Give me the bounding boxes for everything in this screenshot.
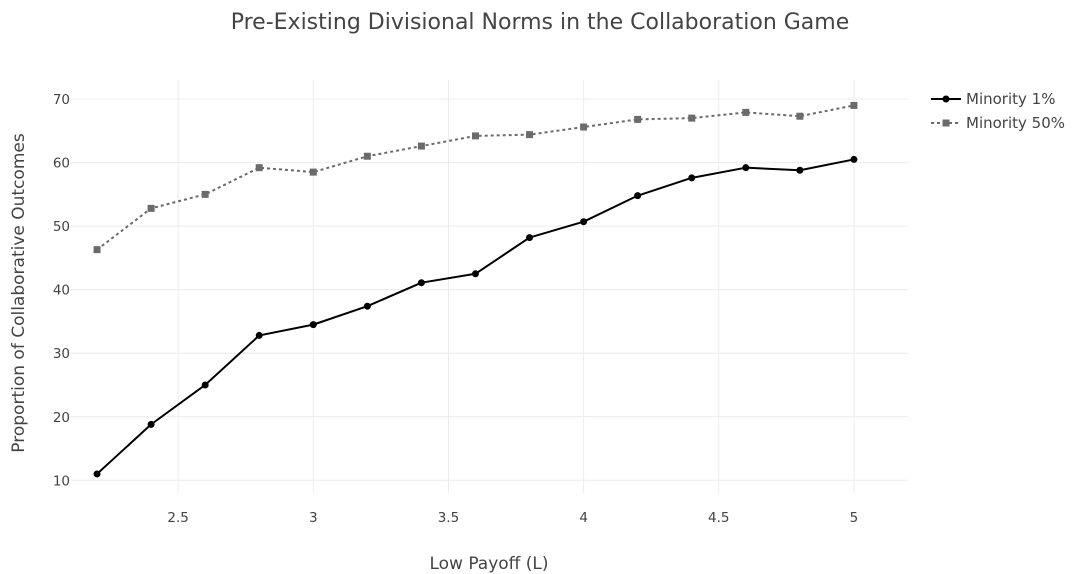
- legend-item-minority-50[interactable]: Minority 50%: [931, 114, 1065, 132]
- y-axis-title: Proportion of Collaborative Outcomes: [9, 133, 29, 453]
- data-point[interactable]: [742, 164, 750, 172]
- data-point[interactable]: [471, 270, 479, 278]
- data-point[interactable]: [309, 168, 317, 176]
- data-point[interactable]: [93, 246, 101, 254]
- series-line: [96, 104, 855, 251]
- data-point[interactable]: [742, 108, 750, 116]
- series-line: [96, 158, 855, 475]
- y-tick-label: 50: [53, 219, 70, 235]
- data-point[interactable]: [526, 131, 534, 139]
- grid: [70, 80, 908, 493]
- data-point[interactable]: [471, 132, 479, 140]
- series-minority-50: [93, 101, 858, 254]
- x-tick-label: 5: [850, 510, 859, 526]
- data-point[interactable]: [93, 470, 101, 478]
- y-tick-label: 70: [53, 92, 70, 108]
- y-tick-label: 20: [53, 410, 70, 426]
- x-tick-label: 4.5: [708, 510, 729, 526]
- y-tick-label: 60: [53, 156, 70, 172]
- data-point[interactable]: [850, 101, 858, 109]
- data-point[interactable]: [688, 114, 696, 122]
- data-point[interactable]: [147, 204, 155, 212]
- data-point[interactable]: [634, 115, 642, 123]
- y-tick-label: 30: [53, 346, 70, 362]
- y-axis-ticks: 10 20 30 40 50 60 70: [53, 92, 70, 489]
- data-point[interactable]: [417, 279, 425, 287]
- data-point[interactable]: [201, 190, 209, 198]
- legend-label: Minority 1%: [966, 90, 1055, 108]
- data-point[interactable]: [526, 234, 534, 242]
- legend-marker: [942, 119, 950, 127]
- legend-label: Minority 50%: [966, 114, 1065, 132]
- series-minority-1: [93, 155, 858, 478]
- data-point[interactable]: [796, 112, 804, 120]
- x-axis-title: Low Payoff (L): [429, 554, 548, 574]
- data-point[interactable]: [255, 331, 263, 339]
- data-point[interactable]: [363, 302, 371, 310]
- x-axis-ticks: 2.5 3 3.5 4 4.5 5: [167, 510, 858, 526]
- data-point[interactable]: [580, 218, 588, 226]
- legend[interactable]: Minority 1% Minority 50%: [931, 90, 1065, 132]
- y-tick-label: 40: [53, 283, 70, 299]
- y-tick-label: 10: [53, 473, 70, 489]
- x-tick-label: 3.5: [438, 510, 459, 526]
- legend-marker: [942, 95, 950, 103]
- data-point[interactable]: [417, 142, 425, 150]
- data-point[interactable]: [201, 381, 209, 389]
- chart-title: Pre-Existing Divisional Norms in the Col…: [231, 10, 850, 35]
- data-point[interactable]: [634, 192, 642, 200]
- data-point[interactable]: [309, 321, 317, 329]
- data-point[interactable]: [850, 155, 858, 163]
- x-tick-label: 4: [579, 510, 588, 526]
- data-point[interactable]: [580, 123, 588, 131]
- x-tick-label: 3: [309, 510, 318, 526]
- data-point[interactable]: [363, 152, 371, 160]
- data-point[interactable]: [255, 164, 263, 172]
- data-point[interactable]: [147, 420, 155, 428]
- legend-item-minority-1[interactable]: Minority 1%: [931, 90, 1055, 108]
- data-point[interactable]: [796, 166, 804, 174]
- data-point[interactable]: [688, 174, 696, 182]
- plot-area: [93, 101, 858, 478]
- x-tick-label: 2.5: [167, 510, 188, 526]
